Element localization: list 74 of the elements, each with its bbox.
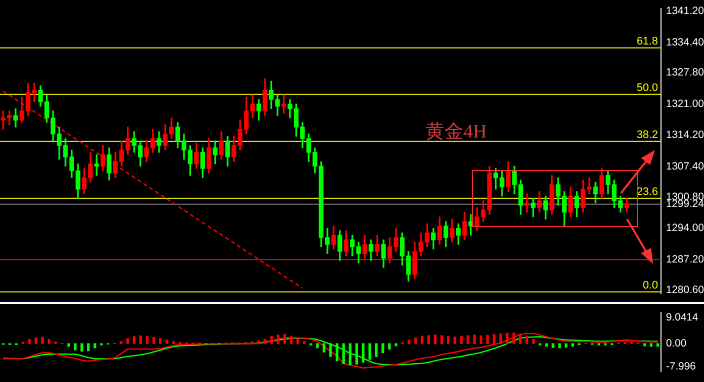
bar	[336, 343, 338, 362]
bar	[473, 334, 476, 344]
annotation: 0.0	[642, 279, 658, 292]
bar	[296, 338, 300, 344]
bar	[446, 336, 450, 344]
bar	[368, 343, 372, 360]
bar	[650, 343, 653, 347]
bar	[290, 336, 293, 344]
bar	[532, 338, 535, 344]
bar	[427, 335, 430, 344]
bar	[270, 336, 273, 344]
y-tick-label: 1299.24	[666, 198, 704, 210]
y-tick-label: 1280.60	[666, 284, 704, 296]
bar	[322, 343, 326, 353]
y-tick-label: 1327.80	[666, 66, 704, 79]
bar	[316, 343, 319, 348]
y-tick-label: 1287.20	[666, 254, 704, 266]
bar	[643, 343, 646, 346]
bar	[48, 338, 50, 344]
annotation: 38.2	[636, 128, 658, 141]
bar	[139, 336, 142, 344]
bar	[374, 343, 378, 357]
bar	[434, 334, 437, 344]
bar	[394, 343, 398, 346]
bar	[87, 343, 90, 352]
bar	[329, 343, 332, 357]
bar	[28, 338, 31, 344]
bar	[526, 336, 528, 344]
bar	[480, 336, 482, 344]
bar	[408, 340, 410, 344]
bar	[545, 343, 548, 347]
annotation: 61.8	[636, 35, 658, 48]
bar	[172, 340, 175, 344]
bar	[146, 336, 149, 344]
bar	[460, 336, 463, 344]
bar	[454, 336, 456, 344]
bar	[126, 338, 129, 344]
bar	[41, 336, 44, 344]
annotation: 23.6	[636, 186, 658, 198]
y-tick-label: 9.0414	[666, 312, 698, 324]
bar	[564, 343, 568, 348]
bar	[257, 340, 260, 344]
bar	[94, 343, 96, 348]
bar	[414, 338, 417, 344]
bar	[34, 338, 38, 344]
bar	[74, 343, 77, 350]
y-tick-label: 1307.40	[666, 160, 704, 173]
y-tick-label: 1294.00	[666, 222, 704, 234]
y-tick-label: 1314.20	[666, 129, 704, 142]
bar	[420, 336, 424, 344]
bar	[302, 340, 306, 344]
bar	[152, 336, 156, 344]
bar	[132, 336, 136, 344]
bar	[159, 338, 162, 344]
bar	[571, 343, 574, 346]
y-tick-label: 1321.00	[666, 98, 704, 110]
bar	[558, 343, 561, 348]
bar	[466, 335, 470, 344]
bar	[67, 343, 70, 347]
bar	[80, 343, 84, 352]
y-tick-label: 1341.20	[666, 4, 704, 17]
bar	[120, 340, 122, 344]
bar	[264, 338, 266, 344]
y-tick-label: 1334.40	[666, 36, 704, 48]
y-tick-label: -7.996	[666, 360, 696, 372]
annotation: 黄金4H	[425, 121, 487, 142]
bar	[166, 340, 168, 344]
bar	[552, 343, 554, 348]
bar	[362, 343, 365, 363]
y-tick-label: 0.00	[666, 337, 687, 350]
bar	[388, 343, 391, 350]
annotation: 50.0	[636, 82, 658, 94]
bar	[440, 335, 444, 344]
bar	[382, 343, 384, 354]
